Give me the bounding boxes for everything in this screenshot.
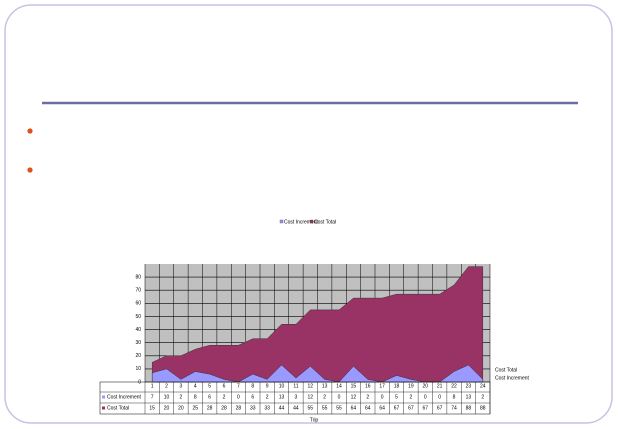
- x-tick-label: 4: [194, 383, 197, 389]
- x-tick-label: 5: [208, 383, 211, 389]
- table-cell: 6: [208, 394, 211, 400]
- table-cell: 8: [194, 394, 197, 400]
- legend-label: Cost Total: [314, 219, 336, 225]
- table-cell: 44: [293, 405, 299, 411]
- table-cell: 2: [323, 394, 326, 400]
- x-tick-label: 22: [451, 383, 457, 389]
- x-tick-label: 12: [308, 383, 314, 389]
- x-tick-label: 15: [351, 383, 357, 389]
- x-tick-label: 9: [266, 383, 269, 389]
- y-tick-label: 70: [135, 288, 141, 294]
- x-tick-label: 17: [379, 383, 385, 389]
- table-cell: 67: [437, 405, 443, 411]
- bullet: [27, 128, 33, 134]
- table-cell: 88: [466, 405, 472, 411]
- legend-label: Cost Increment: [284, 219, 319, 225]
- table-cell: 3: [295, 394, 298, 400]
- table-cell: 55: [322, 405, 328, 411]
- table-cell: 13: [279, 394, 285, 400]
- table-cell: 10: [164, 394, 170, 400]
- table-cell: 2: [410, 394, 413, 400]
- table-cell: 20: [178, 405, 184, 411]
- table-cell: 2: [481, 394, 484, 400]
- x-tick-label: 10: [279, 383, 285, 389]
- table-cell: 8: [453, 394, 456, 400]
- x-tick-label: 7: [237, 383, 240, 389]
- x-tick-label: 8: [251, 383, 254, 389]
- table-row-label: Cost Increment: [107, 394, 142, 400]
- table-cell: 6: [251, 394, 254, 400]
- table-cell: 7: [151, 394, 154, 400]
- x-tick-label: 20: [423, 383, 429, 389]
- table-cell: 20: [164, 405, 170, 411]
- table-cell: 55: [336, 405, 342, 411]
- table-cell: 2: [266, 394, 269, 400]
- x-tick-label: 1: [151, 383, 154, 389]
- y-tick-label: 60: [135, 301, 141, 307]
- x-tick-label: 21: [437, 383, 443, 389]
- table-cell: 2: [366, 394, 369, 400]
- x-tick-label: 24: [480, 383, 486, 389]
- y-tick-label: 0: [138, 379, 141, 385]
- x-tick-label: 18: [394, 383, 400, 389]
- table-cell: 2: [180, 394, 183, 400]
- table-cell: 64: [379, 405, 385, 411]
- table-cell: 64: [351, 405, 357, 411]
- y-tick-label: 80: [135, 274, 141, 280]
- area: [151, 266, 484, 383]
- table-key: [102, 395, 105, 399]
- y-tick-label: 30: [135, 340, 141, 346]
- table-cell: 0: [438, 394, 441, 400]
- table-cell: 0: [381, 394, 384, 400]
- table-cell: 55: [308, 405, 314, 411]
- table-cell: 0: [338, 394, 341, 400]
- legend-swatch: [309, 219, 314, 224]
- y-tick-label: 20: [135, 353, 141, 359]
- table-cell: 0: [237, 394, 240, 400]
- x-axis-title: Trip: [310, 417, 319, 423]
- y-tick-label: 50: [135, 314, 141, 320]
- table-cell: 67: [394, 405, 400, 411]
- series-end-label: Cost Increment: [495, 375, 530, 381]
- table-cell: 13: [466, 394, 472, 400]
- x-tick-label: 2: [165, 383, 168, 389]
- table-cell: 28: [207, 405, 213, 411]
- table-cell: 25: [193, 405, 199, 411]
- table-cell: 44: [279, 405, 285, 411]
- area: [151, 364, 484, 383]
- x-tick-label: 3: [180, 383, 183, 389]
- x-tick-label: 6: [223, 383, 226, 389]
- table-cell: 33: [250, 405, 256, 411]
- table-cell: 67: [408, 405, 414, 411]
- legend-swatch: [279, 219, 284, 224]
- table-cell: 5: [395, 394, 398, 400]
- table-cell: 64: [365, 405, 371, 411]
- table-cell: 74: [451, 405, 457, 411]
- y-tick-label: 40: [135, 327, 141, 333]
- bullet: [27, 167, 33, 173]
- table-cell: 0: [424, 394, 427, 400]
- table-cell: 2: [223, 394, 226, 400]
- series-end-label: Cost Total: [495, 367, 517, 373]
- table-key: [102, 406, 105, 410]
- table-cell: 33: [264, 405, 270, 411]
- table-cell: 15: [149, 405, 155, 411]
- table-cell: 28: [236, 405, 242, 411]
- x-tick-label: 16: [365, 383, 371, 389]
- x-tick-label: 14: [336, 383, 342, 389]
- y-tick-label: 10: [135, 366, 141, 372]
- x-tick-label: 19: [408, 383, 414, 389]
- table-cell: 12: [308, 394, 314, 400]
- x-tick-label: 13: [322, 383, 328, 389]
- table-cell: 67: [423, 405, 429, 411]
- table-cell: 88: [480, 405, 486, 411]
- table-cell: 12: [351, 394, 357, 400]
- x-tick-label: 11: [293, 383, 298, 389]
- table-row-label: Cost Total: [107, 405, 129, 411]
- x-tick-label: 23: [466, 383, 472, 389]
- table-cell: 28: [221, 405, 227, 411]
